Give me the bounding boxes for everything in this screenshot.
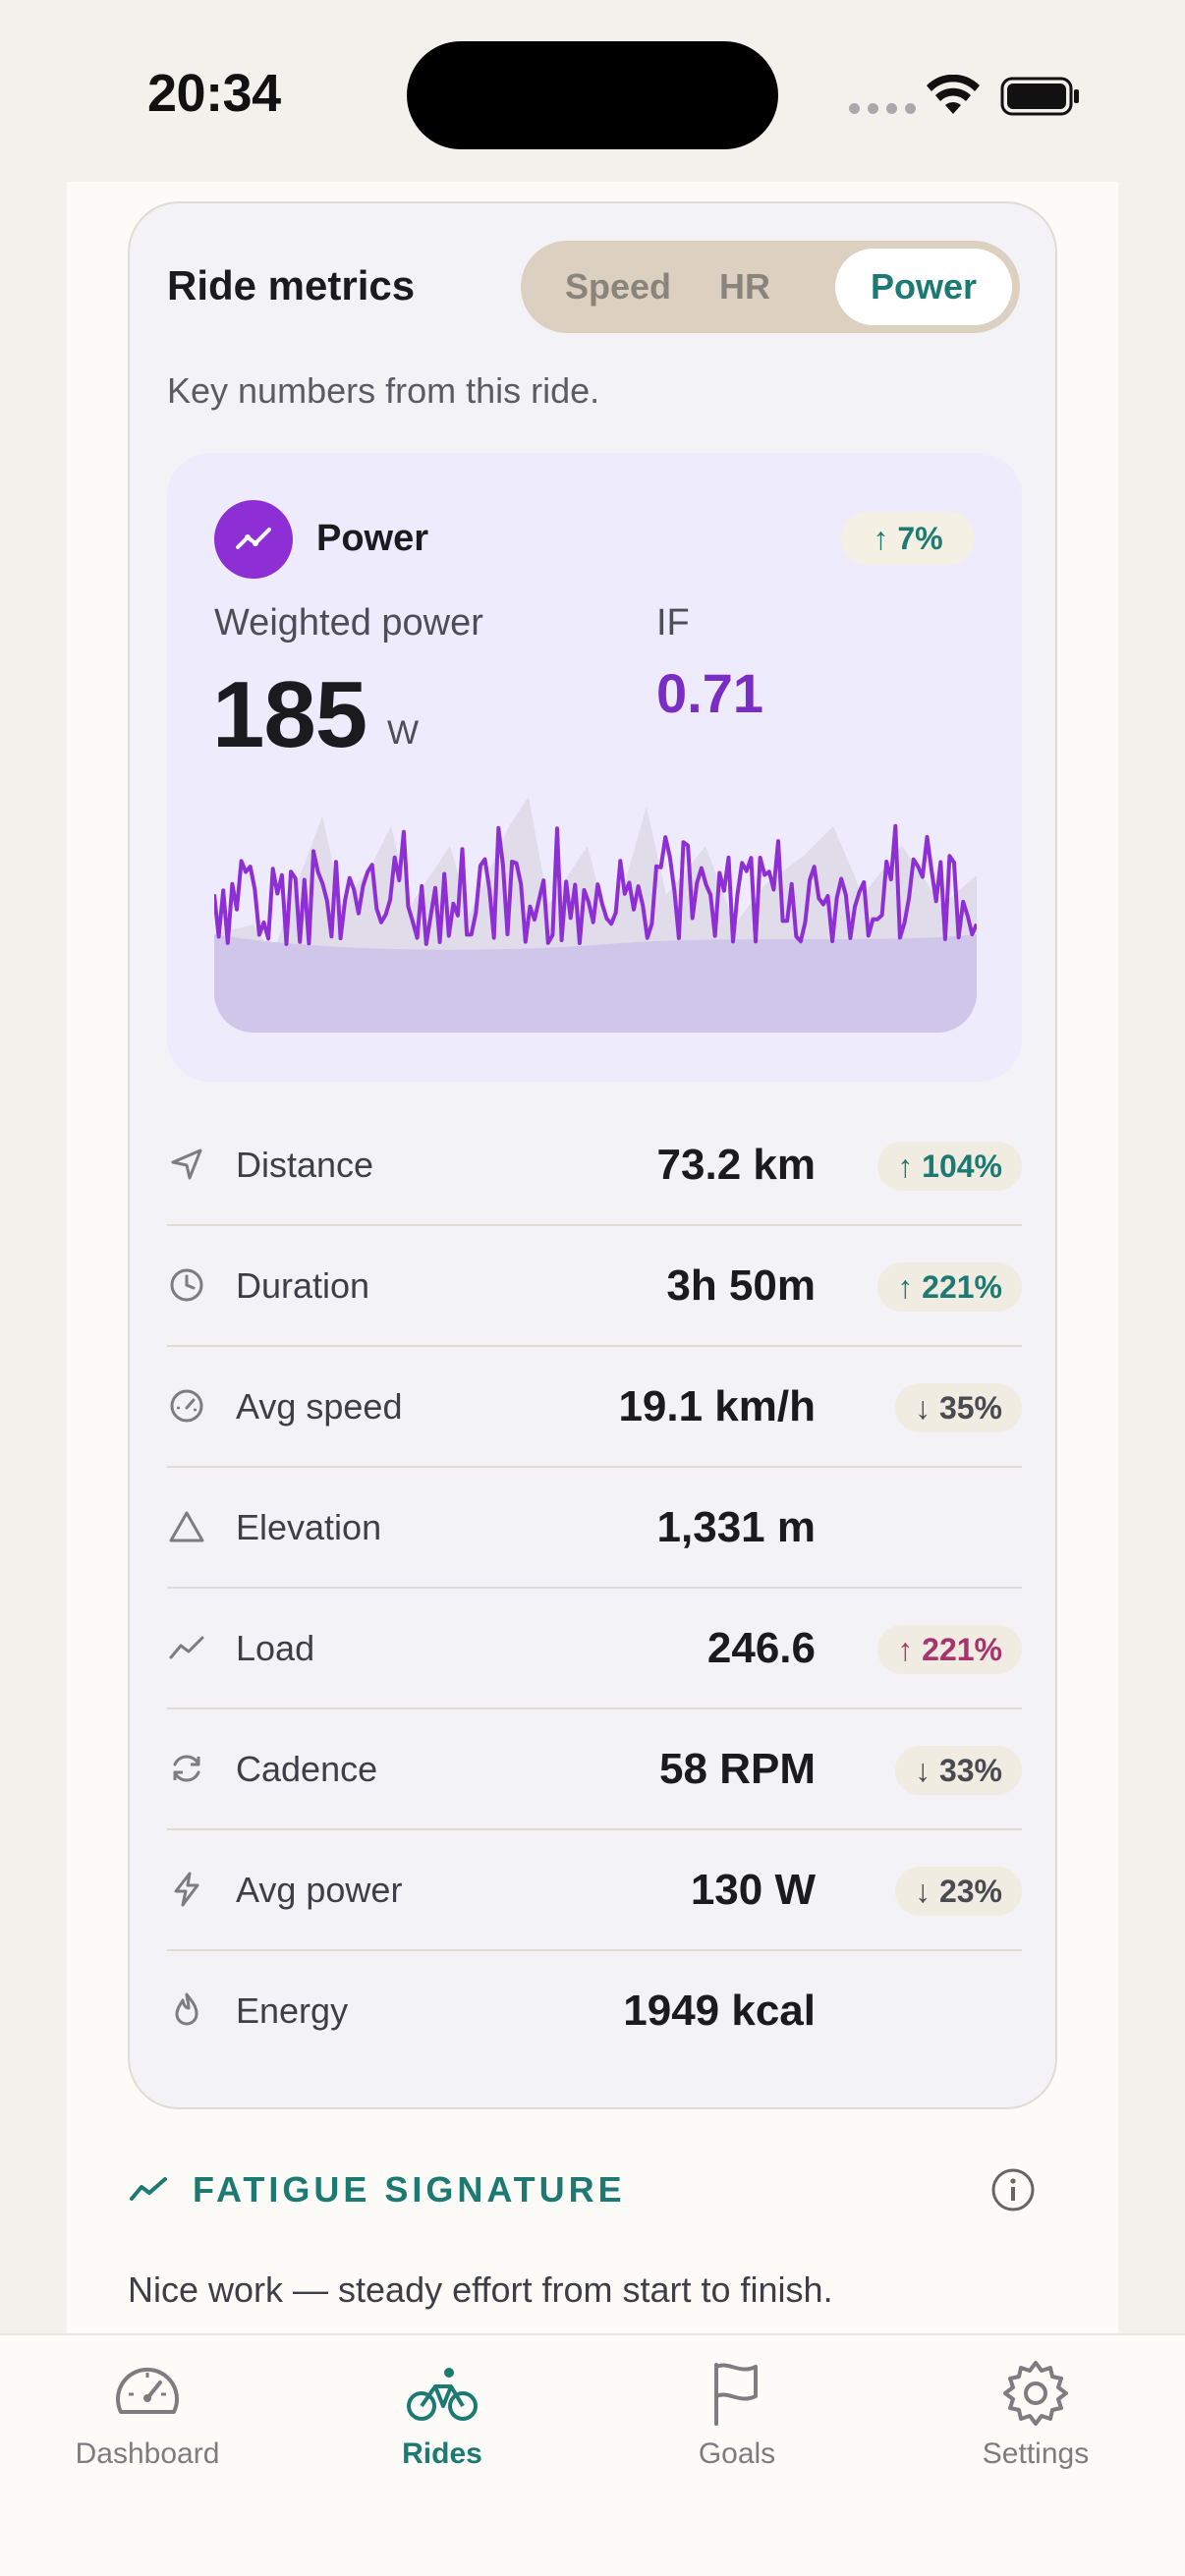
weighted-power-label: Weighted power xyxy=(214,602,483,644)
metric-delta-badge: ↑ 104% xyxy=(877,1142,1022,1191)
metric-value: 73.2 km xyxy=(656,1141,816,1189)
flame-icon xyxy=(175,1992,198,2026)
metric-value: 58 RPM xyxy=(659,1745,816,1793)
tab-bar: Dashboard Rides Goals Settings xyxy=(0,2333,1185,2576)
metric-label: Energy xyxy=(236,1990,349,2031)
metric-label: Cadence xyxy=(236,1749,378,1789)
fatigue-signature-title: FATIGUE SIGNATURE xyxy=(193,2169,626,2210)
metric-value: 3h 50m xyxy=(666,1261,816,1310)
refresh-cycle-icon xyxy=(173,1755,200,1782)
if-value: 0.71 xyxy=(656,662,763,724)
metrics-list: Distance 73.2 km ↑ 104% Duration 3h 50m ↑ 221… xyxy=(167,1105,1022,2072)
tab-label-goals: Goals xyxy=(698,2437,776,2470)
wifi-icon xyxy=(927,75,980,114)
metric-row-energy: Energy 1949 kcal xyxy=(167,1951,1022,2072)
tab-label-rides: Rides xyxy=(402,2437,482,2470)
metric-delta-badge: ↓ 35% xyxy=(895,1383,1022,1432)
segment-power[interactable]: Power xyxy=(835,249,1012,325)
trend-line-icon xyxy=(130,2177,167,2201)
metric-label: Avg power xyxy=(236,1870,403,1910)
speedometer-icon xyxy=(170,1389,203,1423)
power-trend-badge: ↑ 7% xyxy=(841,512,975,565)
status-bar: 20:34 xyxy=(0,0,1185,182)
power-line xyxy=(214,823,977,946)
metric-row-duration: Duration 3h 50m ↑ 221% xyxy=(167,1226,1022,1347)
weighted-power-value: 185 xyxy=(212,662,367,767)
power-sparkline-chart xyxy=(214,797,977,1033)
mountain-triangle-icon xyxy=(169,1511,204,1542)
tab-settings[interactable]: Settings xyxy=(888,2355,1183,2471)
metric-delta-badge: ↓ 23% xyxy=(895,1867,1022,1916)
segment-speed[interactable]: Speed xyxy=(564,266,672,307)
ride-metrics-card: Ride metrics Speed HR Power Key numbers … xyxy=(128,201,1057,2109)
metric-label: Load xyxy=(236,1628,315,1668)
metric-value: 130 W xyxy=(690,1866,816,1914)
metric-row-avg-speed: Avg speed 19.1 km/h ↓ 35% xyxy=(167,1347,1022,1468)
navigation-arrow-icon xyxy=(171,1148,202,1180)
metric-delta-badge: ↑ 221% xyxy=(877,1262,1022,1312)
tab-rides[interactable]: Rides xyxy=(295,2355,590,2471)
if-label: IF xyxy=(656,602,690,644)
clock-icon xyxy=(170,1268,203,1302)
gauge-icon xyxy=(116,2368,179,2414)
metric-label: Distance xyxy=(236,1145,374,1185)
status-time: 20:34 xyxy=(147,64,281,123)
fatigue-summary: Nice work — steady effort from start to … xyxy=(128,2269,833,2310)
metric-row-load: Load 246.6 ↑ 221% xyxy=(167,1589,1022,1709)
metric-value: 19.1 km/h xyxy=(618,1382,816,1430)
battery-icon xyxy=(1000,77,1079,116)
tab-label-settings: Settings xyxy=(982,2437,1090,2470)
metric-value: 1949 kcal xyxy=(623,1987,816,2035)
flag-icon xyxy=(714,2363,758,2426)
tab-dashboard[interactable]: Dashboard xyxy=(0,2355,295,2471)
metric-value: 246.6 xyxy=(706,1624,816,1672)
card-title: Ride metrics xyxy=(167,262,416,308)
info-icon[interactable] xyxy=(990,2167,1036,2212)
metric-label: Duration xyxy=(236,1265,370,1306)
metric-segmented-control: Speed HR Power xyxy=(521,241,1020,333)
weighted-power-unit: W xyxy=(387,714,420,752)
segment-hr[interactable]: HR xyxy=(719,266,770,307)
tab-goals[interactable]: Goals xyxy=(590,2355,884,2471)
trend-line-icon xyxy=(214,500,293,579)
metric-delta-badge: ↓ 33% xyxy=(895,1746,1022,1795)
trend-line-icon xyxy=(169,1636,204,1659)
metric-label: Elevation xyxy=(236,1507,382,1547)
cellular-signal-icon xyxy=(849,103,916,114)
dynamic-island xyxy=(407,41,778,149)
metric-label: Avg speed xyxy=(236,1386,403,1427)
power-panel: Power ↑ 7% Weighted power 185 W IF 0.71 xyxy=(167,453,1022,1082)
tab-label-dashboard: Dashboard xyxy=(75,2437,220,2470)
metric-row-distance: Distance 73.2 km ↑ 104% xyxy=(167,1105,1022,1226)
power-area xyxy=(214,934,977,1033)
card-subtitle: Key numbers from this ride. xyxy=(167,370,600,411)
metric-row-avg-power: Avg power 130 W ↓ 23% xyxy=(167,1830,1022,1951)
metric-value: 1,331 m xyxy=(656,1503,816,1551)
panel-title: Power xyxy=(316,518,429,559)
bicycle-icon xyxy=(407,2368,478,2421)
metric-delta-badge: ↑ 221% xyxy=(877,1625,1022,1674)
gear-icon xyxy=(1003,2361,1068,2426)
lightning-bolt-icon xyxy=(174,1872,199,1907)
metric-row-cadence: Cadence 58 RPM ↓ 33% xyxy=(167,1709,1022,1830)
metric-row-elevation: Elevation 1,331 m xyxy=(167,1468,1022,1589)
